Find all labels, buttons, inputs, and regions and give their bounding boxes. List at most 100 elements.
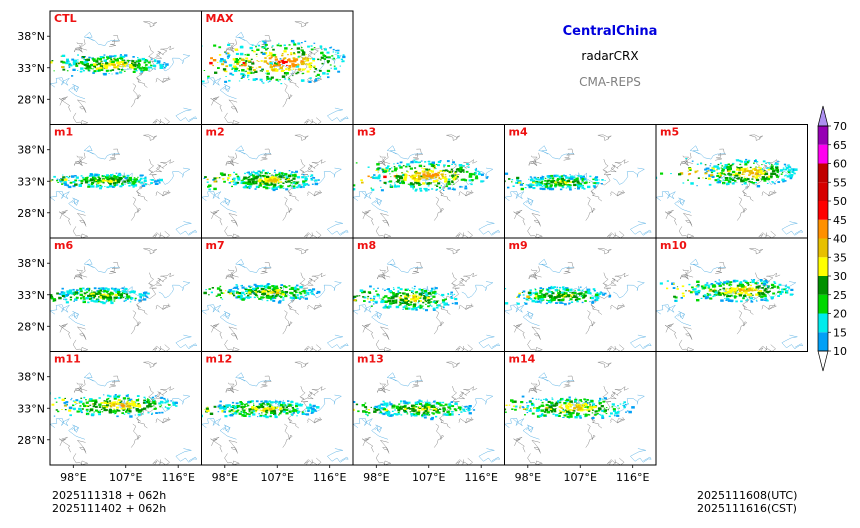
echo-cell <box>244 54 247 56</box>
echo-cell <box>132 182 136 185</box>
echo-cell <box>552 179 554 181</box>
echo-cell <box>431 416 434 419</box>
echo-cell <box>138 63 141 66</box>
echo-cell <box>320 56 324 59</box>
echo-cell <box>297 51 301 54</box>
echo-cell <box>80 290 83 293</box>
echo-cell <box>523 302 526 304</box>
echo-cell <box>208 288 211 290</box>
echo-cell <box>445 413 449 416</box>
echo-cell <box>690 182 694 185</box>
echo-cell <box>287 67 291 70</box>
echo-cell <box>751 168 755 171</box>
echo-cell <box>265 409 269 412</box>
echo-cell <box>726 170 729 172</box>
echo-cell <box>725 290 727 292</box>
echo-cell <box>304 56 307 58</box>
echo-cell <box>447 180 451 183</box>
echo-cell <box>394 182 396 184</box>
echo-cell <box>582 175 585 178</box>
echo-cell <box>217 67 220 69</box>
echo-cell <box>445 302 448 305</box>
echo-cell <box>88 175 92 177</box>
echo-cell <box>392 302 395 304</box>
echo-cell <box>237 288 240 290</box>
echo-cell <box>271 45 274 47</box>
echo-cell <box>103 64 106 67</box>
echo-cell <box>264 43 268 46</box>
echo-cell <box>674 296 678 299</box>
echo-cell <box>85 408 89 411</box>
echo-cell <box>151 179 154 181</box>
echo-cell <box>220 292 224 294</box>
echo-cell <box>403 181 405 183</box>
echo-cell <box>544 179 547 182</box>
echo-cell <box>249 296 252 299</box>
echo-cell <box>414 301 417 303</box>
echo-cell <box>126 174 130 177</box>
echo-cell <box>249 286 252 289</box>
echo-cell <box>577 293 580 295</box>
echo-cell <box>569 298 573 301</box>
echo-cell <box>566 398 570 401</box>
echo-cell <box>378 412 381 414</box>
echo-cell <box>723 284 725 286</box>
echo-cell <box>308 62 312 65</box>
echo-cell <box>385 169 387 171</box>
echo-cell <box>400 175 403 177</box>
echo-cell <box>44 59 47 61</box>
echo-cell <box>161 402 164 404</box>
echo-cell <box>282 409 284 411</box>
echo-cell <box>123 407 126 410</box>
echo-cell <box>598 182 600 184</box>
echo-cell <box>244 185 247 187</box>
echo-cell <box>160 404 163 406</box>
echo-cell <box>125 410 128 413</box>
echo-cell <box>541 180 544 183</box>
echo-cell <box>785 174 787 176</box>
echo-cell <box>42 396 45 398</box>
echo-cell <box>270 78 272 81</box>
echo-cell <box>710 171 714 174</box>
echo-cell <box>255 67 258 69</box>
echo-cell <box>309 64 311 66</box>
echo-cell <box>77 70 79 71</box>
echo-cell <box>69 296 73 299</box>
echo-cell <box>264 286 268 289</box>
echo-cell <box>413 299 417 302</box>
echo-cell <box>93 180 96 182</box>
echo-cell <box>421 291 424 293</box>
echo-cell <box>80 179 84 183</box>
echo-cell <box>432 175 435 177</box>
echo-cell <box>534 292 539 295</box>
echo-cell <box>208 184 212 187</box>
echo-cell <box>400 414 403 416</box>
echo-cell <box>420 160 423 162</box>
echo-cell <box>529 183 533 186</box>
echo-cell <box>531 403 535 407</box>
echo-cell <box>751 281 755 284</box>
echo-cell <box>725 178 729 181</box>
echo-cell <box>136 66 140 69</box>
echo-cell <box>260 296 264 299</box>
echo-cell <box>232 58 236 61</box>
echo-cell <box>72 407 76 410</box>
echo-cell <box>778 283 782 286</box>
echo-cell <box>511 179 514 181</box>
echo-cell <box>141 408 144 411</box>
echo-cell <box>755 176 758 178</box>
echo-cell <box>119 177 122 179</box>
echo-cell <box>213 187 217 191</box>
echo-cell <box>330 46 333 48</box>
echo-cell <box>357 410 360 413</box>
echo-cell <box>156 60 161 63</box>
echo-cell <box>299 295 303 298</box>
echo-cell <box>255 400 259 403</box>
echo-cell <box>315 75 318 77</box>
echo-cell <box>611 406 614 408</box>
echo-cell <box>248 68 253 71</box>
echo-cell <box>146 61 148 63</box>
echo-cell <box>730 164 733 167</box>
echo-cell <box>337 56 341 59</box>
echo-cell <box>127 405 131 408</box>
